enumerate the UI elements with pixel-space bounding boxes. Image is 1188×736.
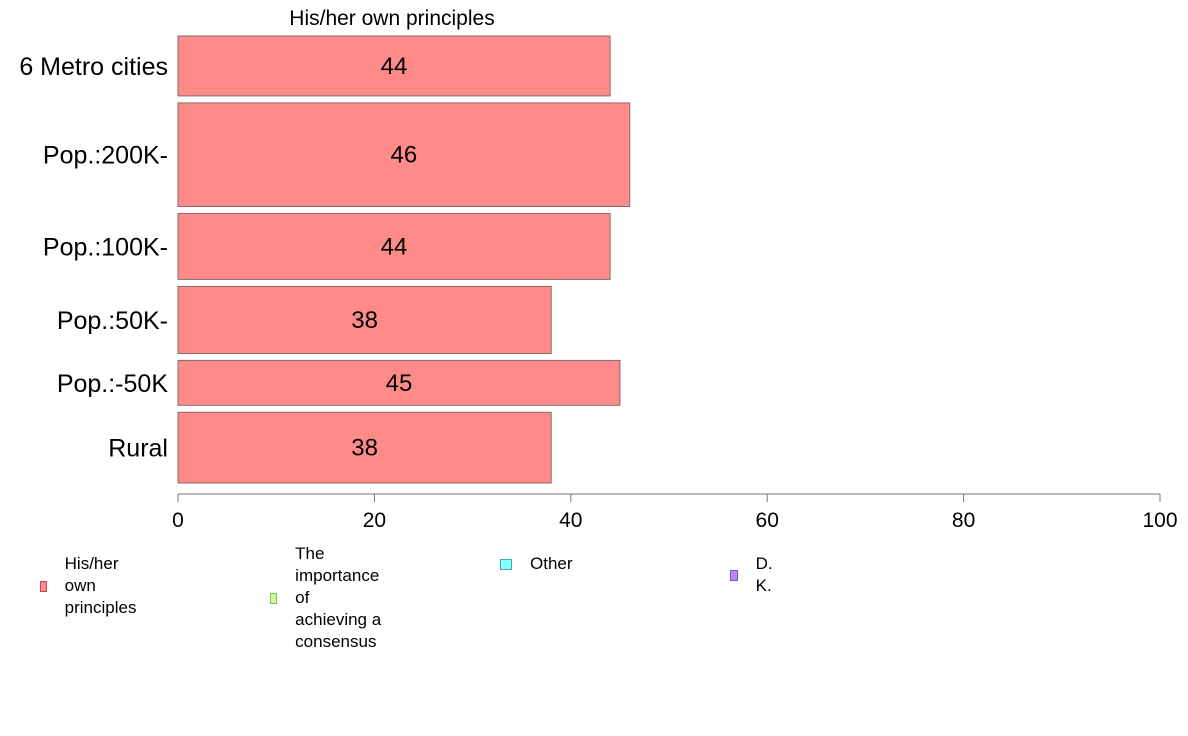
bar-0 <box>177 35 611 97</box>
legend-item-2: Other <box>500 553 573 575</box>
bar-5 <box>177 411 552 484</box>
chart-title: His/her own principles <box>289 7 494 30</box>
category-label-2: Pop.:100K- <box>43 233 168 261</box>
x-tick-label-3: 60 <box>756 509 779 532</box>
legend-swatch-1 <box>270 592 278 604</box>
data-label-1: 46 <box>391 142 418 169</box>
data-label-2: 44 <box>381 233 408 260</box>
x-axis: 0 20 40 60 80 100 <box>172 493 1178 532</box>
legend-swatch-0 <box>40 580 47 592</box>
data-label-5: 38 <box>351 435 378 462</box>
bar-4 <box>177 359 621 406</box>
legend-item-3: D. K. <box>730 553 777 597</box>
category-label-0: 6 Metro cities <box>19 53 168 81</box>
legend-label-3: D. K. <box>755 554 773 595</box>
legend-label-0: His/her own principles <box>64 554 137 617</box>
data-label-4: 45 <box>386 370 413 397</box>
x-tick-label-0: 0 <box>172 509 184 532</box>
category-label-4: Pop.:-50K <box>57 370 169 398</box>
legend-label-2: Other <box>530 554 573 573</box>
category-label-1: Pop.:200K- <box>43 142 168 170</box>
bars-layer: 44 6 Metro cities 46 Pop.:200K- 44 Pop.:100K-… <box>19 35 631 484</box>
x-tick-label-5: 100 <box>1142 509 1177 532</box>
category-label-3: Pop.:50K- <box>57 307 168 335</box>
bar-3 <box>177 285 552 354</box>
data-label-3: 38 <box>351 307 378 334</box>
bar-2 <box>177 213 611 280</box>
legend-label-1: The importance of achieving a consensus <box>295 544 382 651</box>
bar-1 <box>177 102 631 207</box>
legend-swatch-3 <box>730 569 738 581</box>
legend-item-1: The importance of achieving a consensus <box>270 543 384 653</box>
category-label-5: Rural <box>108 435 168 463</box>
data-label-0: 44 <box>381 53 408 80</box>
x-tick-label-1: 20 <box>363 509 386 532</box>
legend-item-0: His/her own principles <box>40 553 142 619</box>
x-tick-label-4: 80 <box>952 509 975 532</box>
x-tick-label-2: 40 <box>559 509 582 532</box>
legend-swatch-2 <box>500 558 512 570</box>
